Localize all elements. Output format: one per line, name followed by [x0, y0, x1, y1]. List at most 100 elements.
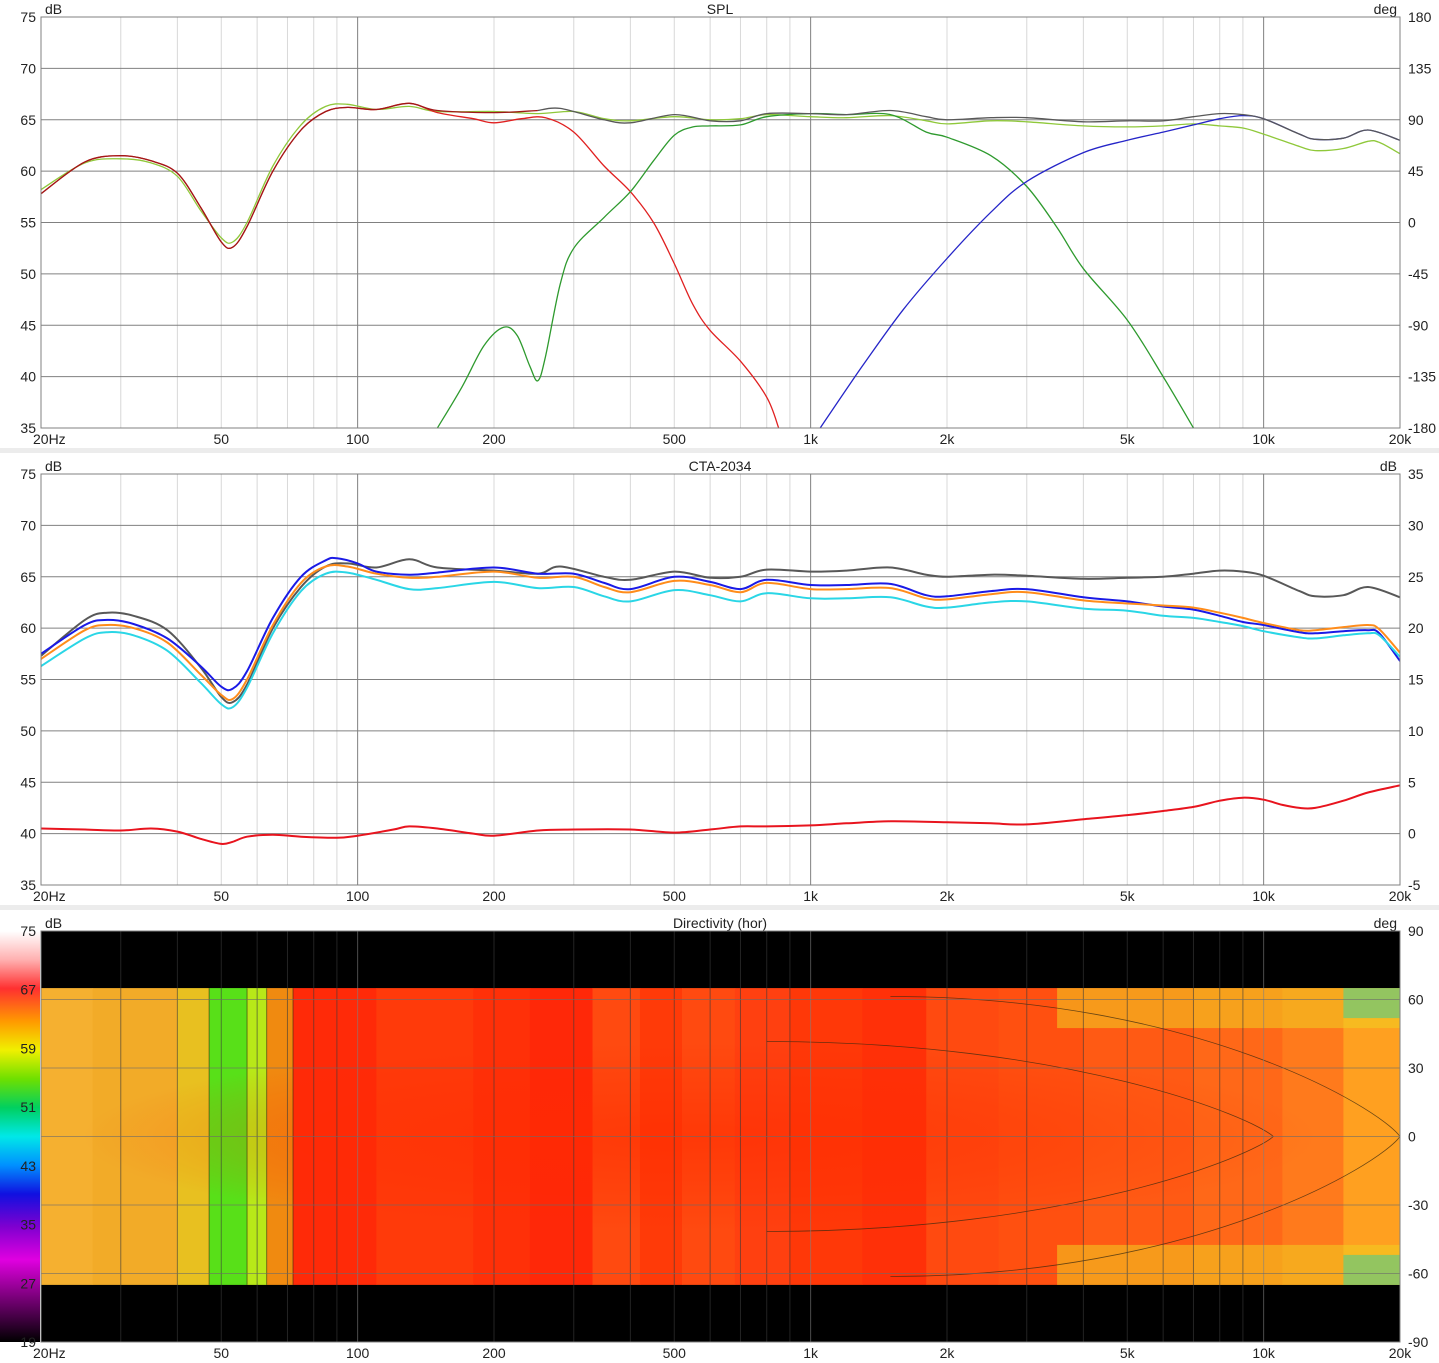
cta2034-plot-frame [40, 473, 1401, 886]
y2-tick-label: 0 [1408, 1129, 1416, 1145]
y2-tick-label: -5 [1408, 877, 1421, 893]
directivity-right-unit: deg [1374, 915, 1397, 931]
x-tick-label: 1k [803, 431, 819, 447]
y-tick-label: 55 [20, 672, 36, 688]
x-tick-label: 500 [663, 431, 687, 447]
y-tick-label: 55 [20, 215, 36, 231]
series-line [41, 784, 1400, 846]
y2-tick-label: 30 [1408, 517, 1424, 533]
y-tick-label: 43 [20, 1158, 36, 1174]
y2-tick-label: 5 [1408, 774, 1416, 790]
y-tick-label: 40 [20, 826, 36, 842]
color-scale-bar [0, 931, 40, 1342]
cta2034-grid [40, 474, 1401, 885]
x-tick-label: 20k [1389, 431, 1413, 447]
y-tick-label: 60 [20, 620, 36, 636]
directivity-colorbar-ticks: 75 67 59 51 43 35 27 19 [20, 923, 36, 1350]
x-tick-label: 100 [346, 431, 370, 447]
x-tick-label: 50 [213, 431, 229, 447]
y2-tick-label: -45 [1408, 266, 1428, 282]
x-tick-label: 1k [803, 1345, 819, 1361]
y-tick-label: 50 [20, 723, 36, 739]
y2-tick-label: 20 [1408, 620, 1424, 636]
x-tick-label: 5k [1120, 888, 1136, 904]
y2-tick-label: 60 [1408, 992, 1424, 1008]
y2-tick-label: 180 [1408, 9, 1432, 25]
y-tick-label: 35 [20, 420, 36, 436]
y-tick-label: 51 [20, 1099, 36, 1115]
y2-tick-label: 90 [1408, 112, 1424, 128]
y2-tick-label: 30 [1408, 1060, 1424, 1076]
x-tick-label: 100 [346, 1345, 370, 1361]
x-tick-label: 5k [1120, 1345, 1136, 1361]
x-tick-label: 50 [213, 888, 229, 904]
cta2034-left-unit: dB [45, 458, 62, 474]
y2-tick-label: -60 [1408, 1266, 1428, 1282]
y-tick-label: 60 [20, 163, 36, 179]
y2-tick-label: 0 [1408, 215, 1416, 231]
x-tick-label: 100 [346, 888, 370, 904]
y2-tick-label: 25 [1408, 569, 1424, 585]
x-tick-label: 1k [803, 888, 819, 904]
x-tick-label: 5k [1120, 431, 1136, 447]
y2-tick-label: 135 [1408, 60, 1432, 76]
y-tick-label: 35 [20, 877, 36, 893]
directivity-x-ticks: 20Hz 50 100 200 500 1k 2k 5k 10k 20k [33, 1345, 1412, 1361]
spl-right-unit: deg [1374, 1, 1397, 17]
heatmap-contour [890, 996, 1400, 1277]
series-line [41, 558, 1400, 705]
directivity-panel: Directivity (hor) dB deg 75 67 59 51 43 35 27 1… [0, 915, 1428, 1361]
x-tick-label: 500 [663, 1345, 687, 1361]
x-tick-label: 200 [482, 431, 506, 447]
series-line [436, 112, 1195, 428]
directivity-title: Directivity (hor) [673, 915, 767, 931]
y2-tick-label: 45 [1408, 163, 1424, 179]
y-tick-label: 35 [20, 1217, 36, 1233]
heatmap-edge [1057, 1244, 1400, 1285]
spl-panel: SPL dB deg 75 70 65 60 55 50 45 40 35 180 135 90 45… [20, 1, 1436, 447]
x-tick-label: 10k [1252, 888, 1276, 904]
y-tick-label: 75 [20, 923, 36, 939]
directivity-plot-frame [40, 930, 1401, 1343]
x-tick-label: 500 [663, 888, 687, 904]
spl-title: SPL [707, 1, 734, 17]
y-tick-label: 45 [20, 774, 36, 790]
y2-tick-label: -135 [1408, 369, 1436, 385]
y-tick-label: 65 [20, 569, 36, 585]
spl-left-unit: dB [45, 1, 62, 17]
y-tick-label: 27 [20, 1275, 36, 1291]
x-tick-label: 20k [1389, 888, 1413, 904]
series-line [41, 563, 1400, 702]
y2-tick-label: 15 [1408, 672, 1424, 688]
heatmap-edge [1343, 988, 1400, 1019]
spl-x-ticks: 20Hz 50 100 200 500 1k 2k 5k 10k 20k [33, 431, 1412, 447]
x-tick-label: 200 [482, 888, 506, 904]
y2-tick-label: -90 [1408, 1334, 1428, 1350]
cta2034-y-ticks: 75 70 65 60 55 50 45 40 35 [20, 466, 36, 893]
x-tick-label: 2k [940, 431, 956, 447]
y2-tick-label: -90 [1408, 317, 1428, 333]
series-line [819, 114, 1400, 428]
y-tick-label: 75 [20, 466, 36, 482]
x-tick-label: 20Hz [33, 431, 66, 447]
x-tick-label: 2k [940, 1345, 956, 1361]
x-tick-label: 20k [1389, 1345, 1413, 1361]
y2-tick-label: -180 [1408, 420, 1436, 436]
series-line [41, 570, 1400, 710]
cta2034-series [41, 556, 1400, 846]
y-tick-label: 70 [20, 517, 36, 533]
x-tick-label: 2k [940, 888, 956, 904]
cta2034-title: CTA-2034 [689, 458, 752, 474]
y2-tick-label: 90 [1408, 923, 1424, 939]
series-line [537, 107, 1400, 141]
y-tick-label: 67 [20, 982, 36, 998]
spl-y-ticks: 75 70 65 60 55 50 45 40 35 [20, 9, 36, 436]
spl-series [41, 102, 1400, 428]
y-tick-label: 65 [20, 112, 36, 128]
series-line [41, 556, 1400, 692]
y-tick-label: 70 [20, 60, 36, 76]
y2-tick-label: 0 [1408, 826, 1416, 842]
x-tick-label: 20Hz [33, 1345, 66, 1361]
y-tick-label: 50 [20, 266, 36, 282]
